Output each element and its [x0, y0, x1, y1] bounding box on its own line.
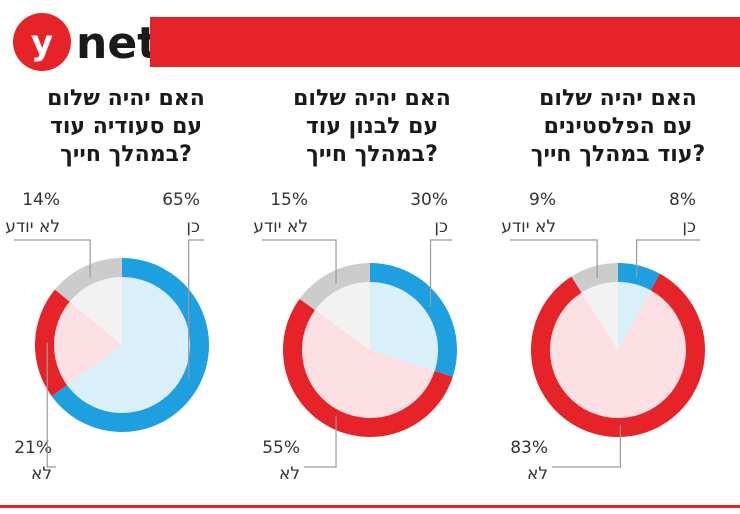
slice-label-no: לא	[527, 464, 548, 484]
pie-core-no	[54, 301, 122, 385]
slice-label-no: לא	[279, 464, 300, 484]
slice-value-no: 55%	[262, 438, 300, 458]
pie-slice-dont-know	[299, 263, 370, 311]
pie-slice-no	[34, 289, 70, 397]
chart-title-line: עם הפלסטינים	[544, 114, 693, 139]
leader-line-yes	[188, 239, 204, 379]
leader-line-dont-know	[510, 239, 598, 279]
pie-chart-2: האם יהיה שלום עם סעודיה עוד במהלך חייך? 65%…	[5, 86, 209, 484]
header-bar: y net	[13, 13, 740, 71]
chart-title-line: האם יהיה שלום	[47, 86, 205, 111]
slice-label-dont-know: לא יודע	[5, 217, 60, 237]
leader-line-no	[552, 424, 621, 468]
slice-value-dont-know: 15%	[270, 190, 308, 210]
chart-title-line: עם סעודיה עוד	[50, 114, 202, 139]
chart-title-line: עם לבנון עוד	[306, 114, 438, 139]
leader-line-no	[46, 342, 56, 468]
ynet-logo-text: net	[76, 18, 158, 69]
slice-value-yes: 30%	[410, 190, 448, 210]
pie-core-no	[301, 310, 435, 419]
slice-label-yes: כן	[434, 217, 448, 237]
pie-slice-dont-know	[54, 258, 122, 302]
slice-value-dont-know: 14%	[22, 190, 60, 210]
slice-label-yes: כן	[186, 217, 200, 237]
leader-line-dont-know	[14, 239, 91, 278]
slice-value-no: 83%	[510, 438, 548, 458]
chart-title-line: במהלך חייך?	[306, 142, 438, 167]
leader-line-yes	[429, 239, 452, 307]
slice-label-no: לא	[31, 464, 52, 484]
header-red-stripe	[150, 17, 740, 67]
pie-core-dont-know	[69, 277, 122, 345]
pie-core-yes	[370, 282, 439, 372]
pie-chart-1: האם יהיה שלום עם לבנון עוד במהלך חייך? 30% כ…	[253, 86, 457, 484]
chart-title-line: האם יהיה שלום	[539, 86, 697, 111]
leader-line-yes	[636, 239, 700, 278]
slice-value-no: 21%	[14, 438, 52, 458]
bottom-rule	[0, 505, 740, 508]
pie-slice-yes	[618, 263, 660, 291]
pie-slice-dont-know	[571, 263, 618, 293]
pie-slice-no	[282, 298, 453, 438]
pie-chart-0: האם יהיה שלום עם הפלסטינים עוד במהלך חייך?…	[501, 86, 705, 484]
pie-core-yes	[66, 277, 190, 413]
leader-line-no	[304, 416, 337, 468]
leader-line-dont-know	[262, 239, 337, 284]
slice-label-yes: כן	[682, 217, 696, 237]
ynet-logo-circle	[13, 13, 71, 71]
pie-core-no	[550, 290, 686, 418]
pie-core-yes	[618, 282, 651, 350]
pie-core-dont-know	[314, 282, 370, 350]
pie-slice-yes	[370, 263, 457, 377]
chart-title-line: האם יהיה שלום	[293, 86, 451, 111]
slice-value-yes: 65%	[162, 190, 200, 210]
ynet-logo-letter: y	[31, 23, 53, 63]
slice-value-yes: 8%	[669, 190, 696, 210]
slice-value-dont-know: 9%	[529, 190, 556, 210]
slice-label-dont-know: לא יודע	[253, 217, 308, 237]
pie-core-dont-know	[581, 282, 618, 350]
chart-title-line: במהלך חייך?	[60, 142, 192, 167]
chart-title-line: עוד במהלך חייך?	[531, 142, 705, 167]
slice-label-dont-know: לא יודע	[501, 217, 556, 237]
